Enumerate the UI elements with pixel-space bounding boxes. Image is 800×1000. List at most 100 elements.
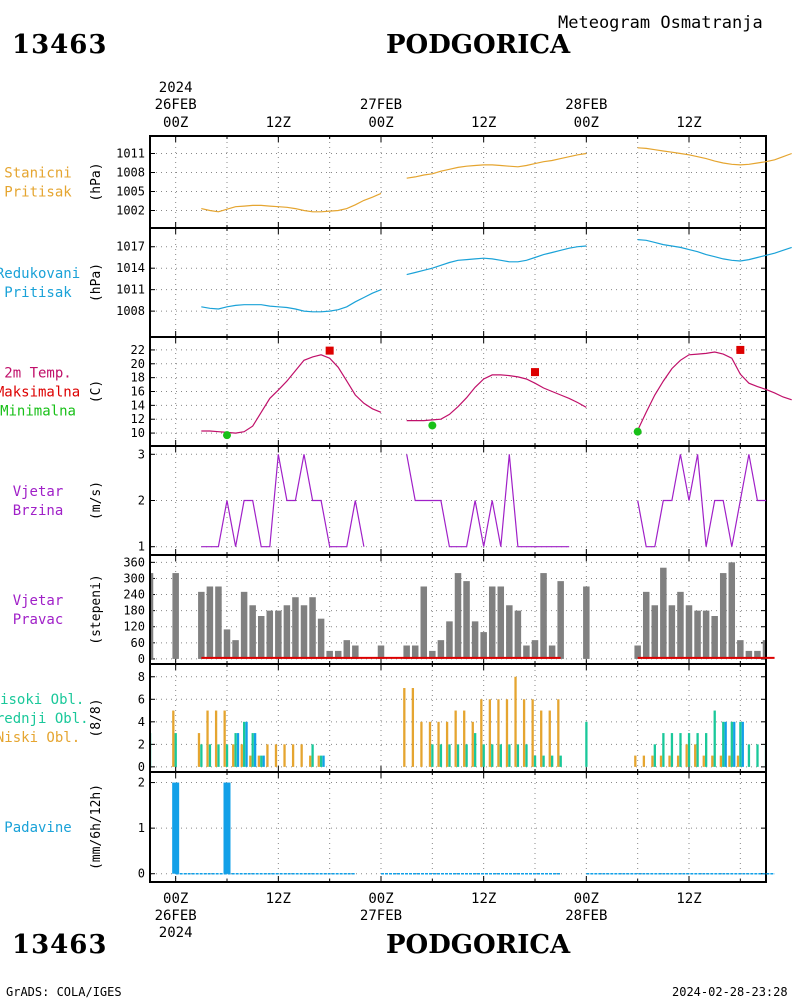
low-cloud-bar [505, 699, 509, 767]
panel-label-0: Visoki Obl. [0, 692, 84, 708]
low-cloud-bar [522, 699, 526, 767]
wind-direction-bar [523, 645, 530, 659]
precip-bar [223, 782, 231, 874]
high-cloud-bar [733, 721, 736, 767]
mid-cloud-bar [662, 733, 665, 767]
low-cloud-bar [642, 755, 646, 767]
high-cloud-bar [245, 721, 248, 767]
low-cloud-bar [300, 744, 303, 767]
low-cloud-bar [471, 721, 474, 767]
mid-cloud-bar [679, 733, 682, 767]
panel-label-2: Niski Obl. [0, 730, 80, 746]
timestamp-text: 2024-02-28-23:28 [672, 985, 788, 999]
low-cloud-bar [214, 710, 218, 767]
y-tick-label-1: 12 [131, 412, 145, 426]
low-cloud-bar [480, 699, 483, 767]
mid-cloud-bar [448, 744, 451, 767]
panel-label-0: Stanicni [4, 166, 71, 182]
mid-cloud-bar [516, 744, 520, 767]
station-id-top: 13463 [12, 30, 108, 60]
panel-label-1: Pravac [13, 612, 64, 628]
wind-direction-bar [642, 591, 650, 659]
wind-direction-bar [463, 581, 470, 659]
mid-cloud-bar [585, 721, 588, 767]
y-tick-label-2: 1014 [116, 261, 145, 275]
low-cloud-bar [206, 710, 209, 767]
y-tick-label-4: 18 [131, 371, 145, 385]
wind-direction-bar [420, 586, 428, 659]
y-tick-label-6: 22 [131, 343, 145, 357]
high-cloud-bar [236, 733, 240, 767]
top-hour-tick-0: 00Z [163, 115, 188, 131]
wind-direction-bar [206, 586, 214, 659]
y-tick-label-3: 1011 [116, 147, 145, 161]
mid-cloud-bar [200, 744, 203, 767]
min-temp-marker [428, 421, 437, 430]
low-cloud-bar [403, 688, 406, 767]
station-id-bottom: 13463 [12, 930, 108, 960]
wind-direction-bar [266, 610, 274, 659]
wind-direction-bar [172, 573, 179, 659]
low-cloud-bar [420, 721, 423, 767]
unit-label: (hPa) [89, 263, 104, 302]
low-cloud-bar [694, 744, 697, 767]
wind-direction-bar [506, 605, 513, 659]
low-cloud-bar [668, 755, 671, 767]
wind-direction-bar [446, 621, 453, 659]
mid-cloud-bar [491, 744, 494, 767]
mid-cloud-bar [730, 721, 733, 767]
high-cloud-bar [253, 733, 257, 767]
low-cloud-bar [685, 744, 688, 767]
low-cloud-bar [223, 710, 226, 767]
y-tick-label-5: 20 [131, 357, 145, 371]
panel-label-0: Redukovani [0, 266, 80, 282]
wind-direction-bar [548, 645, 556, 659]
mid-cloud-bar [739, 721, 742, 767]
panel-label-1: Maksimalna [0, 385, 80, 401]
series-line [201, 192, 382, 213]
low-cloud-bar [728, 755, 731, 767]
wind-direction-bar [275, 610, 282, 659]
wind-direction-bar [377, 645, 385, 659]
mid-cloud-bar [482, 744, 485, 767]
wind-direction-bar [249, 605, 256, 659]
low-cloud-bar [411, 688, 415, 767]
y-tick-label-2: 1008 [116, 166, 145, 180]
mid-cloud-bar [705, 733, 708, 767]
series-line [201, 454, 365, 548]
high-cloud-bar [724, 721, 727, 767]
top-date-label-0: 26FEB [155, 97, 197, 113]
mid-cloud-bar [533, 755, 537, 767]
wind-direction-bar [677, 591, 684, 659]
mid-cloud-bar [713, 710, 716, 767]
mid-cloud-bar [234, 733, 237, 767]
wind-direction-bar [309, 597, 316, 659]
wind-direction-bar [292, 597, 299, 659]
y-tick-label-3: 180 [123, 604, 145, 618]
top-hour-tick-4: 00Z [574, 115, 599, 131]
series-line [201, 289, 382, 313]
series-line [406, 454, 570, 548]
top-hour-tick-3: 12Z [471, 115, 496, 131]
bottom-date-label-1: 27FEB [360, 908, 402, 924]
mid-cloud-bar [687, 733, 691, 767]
bottom-date-label-0: 26FEB [155, 908, 197, 924]
low-cloud-bar [711, 755, 714, 767]
wind-direction-bar [634, 645, 641, 659]
wind-direction-bar [352, 645, 359, 659]
y-tick-label-0: 0 [138, 760, 145, 774]
mid-cloud-bar [551, 755, 554, 767]
high-cloud-bar [741, 721, 744, 767]
panel-label-0: Vjetar [13, 484, 64, 500]
panel-reduced-pressure: 1008 1011 1014 1017 (hPa) Redukovani Pritisak [0, 227, 792, 338]
bottom-hour-tick-2: 00Z [368, 891, 393, 907]
y-tick-label-0: 0 [138, 652, 145, 666]
wind-direction-bar [317, 618, 325, 659]
min-temp-marker [223, 431, 231, 440]
low-cloud-bar [659, 755, 663, 767]
bottom-hour-tick-5: 12Z [676, 891, 701, 907]
panel-frame [149, 336, 767, 447]
max-temp-marker [736, 345, 745, 354]
wind-direction-bar [198, 591, 205, 659]
